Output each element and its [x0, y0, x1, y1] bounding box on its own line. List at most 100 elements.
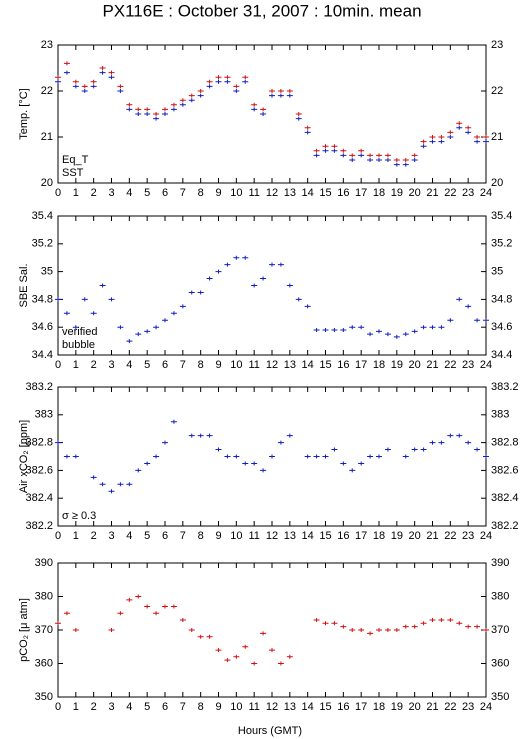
data-point: [483, 318, 489, 323]
data-point: [322, 144, 329, 149]
x-tick-label: 22: [444, 701, 456, 713]
x-tick-label: 3: [108, 359, 114, 371]
x-tick-label: 2: [91, 359, 97, 371]
data-point: [63, 454, 70, 459]
y-tick-label: 35: [41, 266, 53, 278]
data-point: [456, 125, 463, 130]
y-tick-label: 21: [491, 131, 503, 143]
data-point: [483, 135, 489, 139]
x-tick-label: 21: [426, 187, 438, 199]
data-point: [358, 153, 365, 158]
data-point: [269, 93, 275, 98]
data-point: [224, 454, 231, 459]
data-point: [277, 262, 284, 267]
data-point: [384, 628, 391, 632]
x-tick-label: 21: [426, 359, 438, 371]
data-point: [322, 327, 329, 332]
data-point: [402, 454, 409, 459]
data-point: [384, 332, 391, 337]
x-tick-label: 0: [55, 530, 61, 542]
y-tick-label: 23: [41, 39, 53, 51]
data-point: [90, 311, 97, 316]
y-tick-label: 35.4: [32, 210, 53, 222]
data-point: [188, 628, 195, 632]
x-tick-label: 10: [230, 530, 242, 542]
data-point: [170, 604, 177, 609]
data-point: [63, 61, 70, 66]
x-tick-label: 16: [337, 187, 349, 199]
data-point: [260, 107, 267, 112]
data-point: [260, 112, 267, 116]
data-point: [117, 325, 124, 330]
x-tick-label: 21: [426, 701, 438, 713]
chart-title: PX116E : October 31, 2007 : 10min. mean: [102, 1, 421, 20]
data-point: [349, 628, 356, 632]
data-point: [420, 144, 427, 149]
data-point: [286, 89, 293, 93]
data-point: [304, 304, 311, 309]
data-point: [153, 112, 160, 116]
data-point: [55, 79, 61, 84]
data-point: [179, 102, 186, 107]
x-tick-label: 22: [444, 530, 456, 542]
data-point: [197, 89, 204, 93]
y-tick-label: 382.2: [25, 520, 53, 532]
x-tick-label: 13: [284, 187, 296, 199]
x-tick-label: 6: [162, 530, 168, 542]
data-point: [144, 604, 151, 609]
y-tick-label: 360: [35, 657, 53, 669]
data-point: [420, 325, 427, 330]
data-point: [233, 89, 240, 93]
data-point: [162, 318, 168, 323]
y-tick-label: 382.6: [491, 464, 519, 476]
x-tick-label: 6: [162, 359, 168, 371]
y-tick-label: 360: [491, 657, 509, 669]
data-point: [447, 617, 454, 622]
data-point: [206, 84, 213, 89]
data-point: [465, 304, 472, 309]
data-point: [269, 648, 275, 653]
y-tick-label: 35: [491, 266, 503, 278]
x-tick-label: 0: [55, 359, 61, 371]
y-tick-label: 370: [491, 624, 509, 636]
data-point: [135, 468, 142, 473]
data-point: [367, 454, 374, 459]
x-tick-label: 6: [162, 187, 168, 199]
data-point: [349, 153, 356, 158]
data-point: [465, 440, 472, 445]
legend-label: bubble: [62, 339, 95, 351]
x-tick-label: 2: [91, 701, 97, 713]
x-tick-label: 13: [284, 530, 296, 542]
data-point: [438, 139, 445, 144]
data-point: [126, 482, 133, 487]
x-tick-label: 19: [391, 701, 403, 713]
x-tick-label: 16: [337, 701, 349, 713]
data-point: [242, 461, 249, 466]
data-point: [135, 107, 142, 112]
data-point: [117, 482, 124, 487]
data-point: [188, 98, 195, 103]
data-point: [438, 617, 445, 622]
y-tick-label: 382.4: [25, 492, 53, 504]
data-point: [206, 433, 213, 438]
data-point: [55, 440, 61, 445]
data-point: [90, 84, 97, 89]
x-tick-label: 17: [355, 187, 367, 199]
data-point: [438, 135, 445, 139]
data-point: [63, 611, 70, 616]
data-point: [179, 304, 186, 309]
data-point: [269, 454, 275, 459]
x-tick-label: 3: [108, 701, 114, 713]
data-point: [224, 79, 231, 84]
data-point: [55, 621, 61, 626]
data-point: [117, 89, 124, 93]
x-tick-label: 24: [480, 187, 492, 199]
x-tick-label: 19: [391, 359, 403, 371]
data-point: [340, 327, 347, 332]
x-tick-label: 5: [144, 359, 150, 371]
data-point: [99, 66, 106, 70]
data-point: [224, 262, 231, 267]
data-point: [295, 297, 302, 302]
data-point: [153, 454, 160, 459]
data-point: [465, 125, 472, 130]
